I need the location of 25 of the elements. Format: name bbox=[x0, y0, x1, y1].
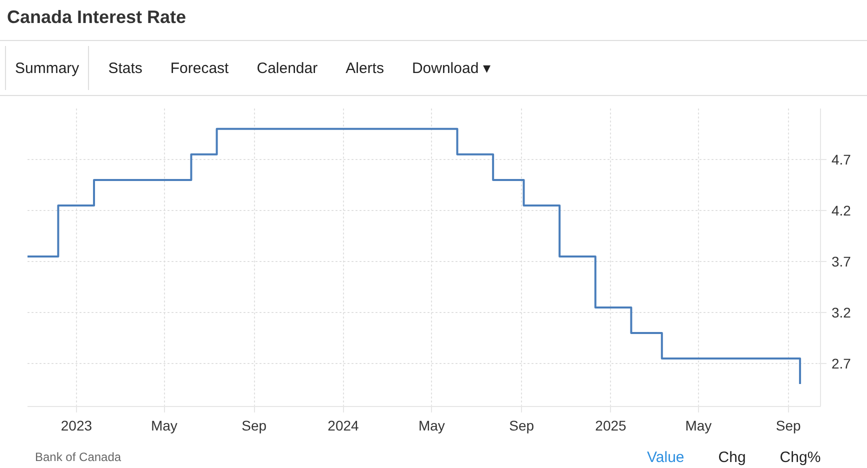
y-tick-label: 4.2 bbox=[832, 202, 852, 219]
x-tick-label: Sep bbox=[509, 418, 534, 434]
x-tick-label: May bbox=[418, 418, 445, 434]
text: Chg bbox=[718, 448, 746, 468]
x-tick-label: 2024 bbox=[328, 418, 360, 434]
y-tick-label: 3.2 bbox=[832, 304, 852, 321]
text: Stats bbox=[108, 59, 142, 79]
x-tick-label: 2023 bbox=[60, 418, 92, 434]
text: Value bbox=[647, 448, 684, 468]
text: Chg% bbox=[780, 448, 821, 468]
x-tick-label: Sep bbox=[776, 418, 802, 434]
text: Download ▾ bbox=[412, 59, 491, 79]
x-tick-label: May bbox=[150, 418, 178, 434]
text: Calendar bbox=[256, 59, 318, 79]
text: Forecast bbox=[170, 59, 229, 79]
x-tick-label: Sep bbox=[242, 418, 267, 434]
text: Bank of Canada bbox=[35, 449, 122, 466]
y-tick-label: 2.7 bbox=[832, 356, 852, 372]
text: Summary bbox=[15, 59, 80, 79]
y-tick-label: 3.7 bbox=[832, 254, 852, 270]
y-tick-label: 4.7 bbox=[832, 152, 852, 168]
x-tick-label: 2025 bbox=[595, 418, 627, 434]
chart-title: Canada Interest Rate bbox=[7, 7, 186, 27]
text: Alerts bbox=[346, 59, 384, 79]
x-tick-label: May bbox=[685, 418, 712, 434]
